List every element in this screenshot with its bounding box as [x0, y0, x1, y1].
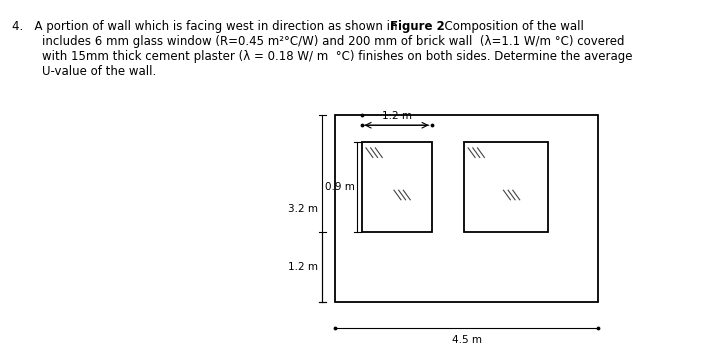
Text: 1.2 m: 1.2 m [382, 111, 412, 121]
Text: 1.2 m: 1.2 m [288, 262, 318, 272]
Bar [464, 142, 549, 232]
Text: Figure 2: Figure 2 [390, 20, 445, 33]
Text: 0.9 m: 0.9 m [325, 182, 355, 192]
Text: 3.2 m: 3.2 m [288, 204, 318, 214]
Text: includes 6 mm glass window (R=0.45 m²°C/W) and 200 mm of brick wall  (λ=1.1 W/m : includes 6 mm glass window (R=0.45 m²°C/… [42, 35, 624, 48]
Text: 4.5 m: 4.5 m [451, 335, 482, 343]
Bar [336, 115, 598, 302]
Bar [361, 142, 431, 232]
Text: U-value of the wall.: U-value of the wall. [42, 65, 156, 78]
Text: with 15mm thick cement plaster (λ = 0.18 W/ m  °C) finishes on both sides. Deter: with 15mm thick cement plaster (λ = 0.18… [42, 50, 632, 63]
Text: 4.   A portion of wall which is facing west in direction as shown in: 4. A portion of wall which is facing wes… [12, 20, 401, 33]
Text: . Composition of the wall: . Composition of the wall [437, 20, 584, 33]
